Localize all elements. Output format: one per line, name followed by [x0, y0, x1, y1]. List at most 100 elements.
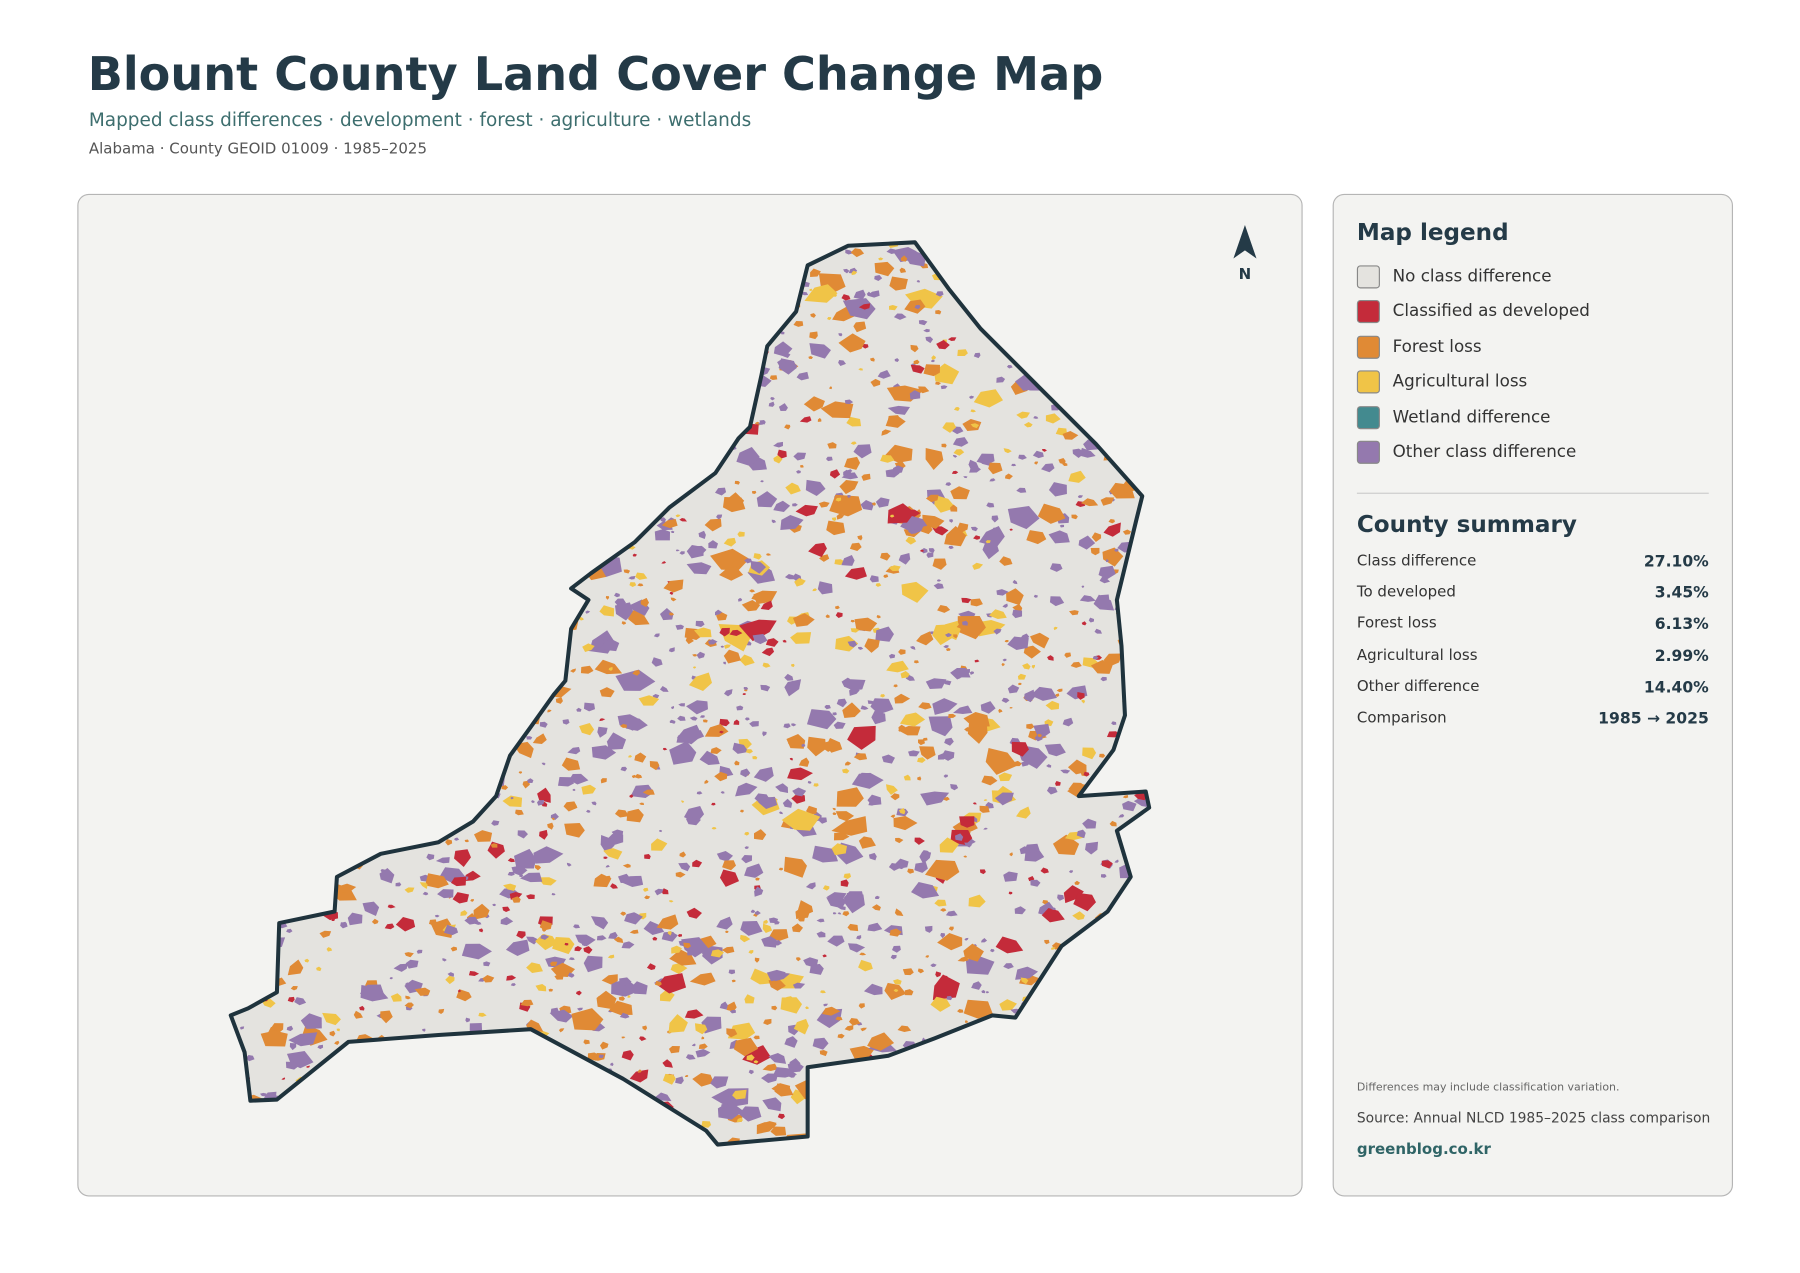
change-patch: [495, 1033, 505, 1041]
change-patch: [1137, 1108, 1143, 1113]
change-patch: [446, 262, 473, 283]
change-patch: [411, 1091, 424, 1099]
change-patch: [748, 249, 755, 255]
change-patch: [1004, 472, 1013, 479]
change-patch: [836, 1071, 855, 1085]
change-patch: [1091, 289, 1100, 294]
change-patch: [898, 266, 906, 273]
change-patch: [962, 475, 967, 478]
change-patch: [334, 849, 347, 857]
change-patch: [395, 698, 407, 706]
change-patch: [1073, 321, 1094, 335]
change-patch: [261, 364, 266, 367]
change-patch: [450, 946, 457, 951]
change-patch: [362, 461, 377, 471]
change-patch: [1021, 662, 1030, 669]
change-patch: [640, 401, 645, 405]
change-patch: [791, 922, 803, 932]
change-patch: [980, 289, 984, 293]
change-patch: [405, 1046, 416, 1053]
change-patch: [569, 414, 595, 430]
change-patch: [670, 962, 687, 974]
change-patch: [904, 1135, 920, 1144]
change-patch: [963, 999, 993, 1018]
change-patch: [841, 701, 861, 718]
change-patch: [894, 357, 899, 362]
change-patch: [1093, 1019, 1107, 1029]
change-patch: [525, 893, 535, 899]
change-patch: [1127, 1043, 1144, 1056]
change-patch: [1071, 448, 1085, 458]
change-patch: [623, 911, 643, 924]
change-patch: [293, 767, 299, 773]
change-patch: [1023, 689, 1035, 702]
change-patch: [668, 740, 696, 765]
change-patch: [603, 638, 619, 651]
change-patch: [633, 773, 642, 778]
change-patch: [638, 802, 644, 805]
change-patch: [1104, 762, 1120, 777]
change-patch: [403, 755, 408, 759]
change-patch: [778, 305, 784, 308]
change-patch: [568, 260, 575, 265]
change-patch: [668, 899, 673, 902]
change-patch: [942, 796, 950, 801]
change-patch: [933, 362, 959, 384]
change-patch: [772, 454, 782, 463]
change-patch: [395, 916, 415, 931]
change-patch: [270, 324, 274, 327]
change-patch: [569, 547, 593, 562]
change-patch: [586, 524, 602, 534]
change-patch: [389, 620, 394, 624]
change-patch: [260, 580, 273, 587]
change-patch: [654, 1091, 671, 1101]
change-patch: [441, 731, 447, 736]
change-patch: [554, 1065, 576, 1076]
change-patch: [234, 357, 250, 371]
change-patch: [974, 659, 979, 662]
change-patch: [597, 1053, 604, 1058]
change-patch: [888, 275, 908, 291]
change-patch: [1068, 249, 1075, 254]
change-patch: [1109, 820, 1117, 826]
change-patch: [1058, 968, 1065, 974]
change-patch: [282, 437, 295, 443]
change-patch: [307, 895, 318, 902]
change-patch: [1112, 310, 1133, 320]
change-patch: [454, 254, 461, 259]
change-patch: [970, 597, 983, 606]
change-patch: [237, 970, 247, 977]
change-patch: [502, 883, 516, 891]
change-patch: [351, 288, 358, 293]
change-patch: [331, 269, 345, 278]
change-patch: [841, 471, 858, 479]
change-patch: [509, 796, 513, 799]
change-patch: [356, 391, 386, 414]
change-patch: [425, 1098, 436, 1105]
change-patch: [1086, 1145, 1094, 1149]
change-patch: [944, 481, 951, 486]
change-patch: [638, 241, 664, 251]
change-patch: [858, 952, 866, 955]
change-patch: [852, 320, 866, 332]
summary-row: To developed 3.45%: [1357, 584, 1709, 602]
change-patch: [654, 528, 670, 540]
change-patch: [1121, 800, 1137, 811]
change-patch: [1044, 1028, 1069, 1042]
change-patch: [884, 1139, 897, 1144]
change-patch: [327, 840, 347, 858]
change-patch: [752, 633, 767, 644]
change-patch: [1066, 976, 1078, 985]
change-patch: [236, 322, 249, 332]
change-patch: [1098, 575, 1110, 583]
change-patch: [954, 1053, 959, 1057]
change-patch: [433, 401, 440, 406]
site-link[interactable]: greenblog.co.kr: [1356, 1141, 1491, 1159]
change-patch: [890, 1123, 895, 1126]
change-patch: [935, 290, 944, 297]
change-patch: [469, 646, 478, 652]
change-patch: [699, 714, 705, 718]
change-patch: [263, 609, 268, 613]
change-patch: [753, 792, 771, 803]
change-patch: [630, 379, 637, 386]
